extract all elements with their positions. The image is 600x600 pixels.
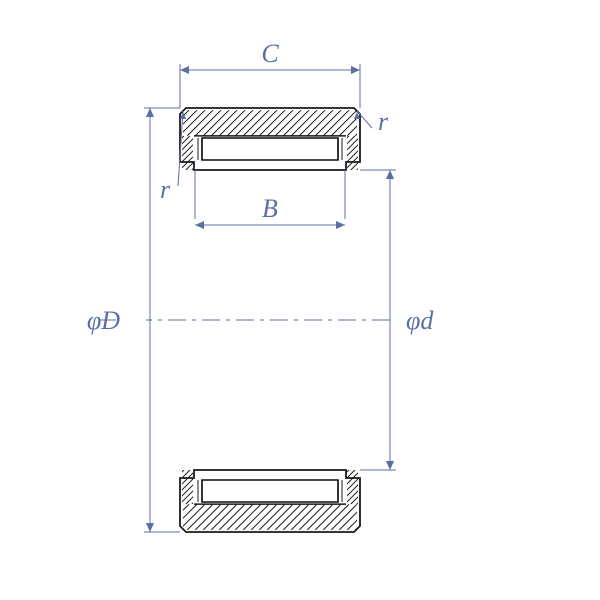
dim-label-b: B (262, 194, 278, 223)
dim-label-r-right: r (378, 107, 389, 136)
dim-label-phiD: φD (87, 306, 120, 335)
dim-label-c: C (261, 39, 279, 68)
dim-label-phid: φd (406, 306, 434, 335)
dim-label-r-left: r (160, 175, 171, 204)
roller-top (202, 138, 338, 160)
roller-bottom (202, 480, 338, 502)
